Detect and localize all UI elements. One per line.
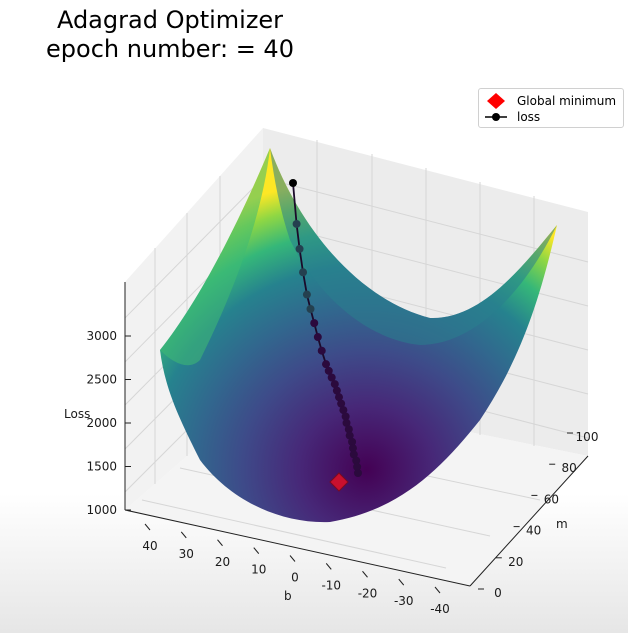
y-tick-label: 0 xyxy=(291,571,299,585)
loss-point xyxy=(322,360,331,369)
legend-item-global-minimum: Global minimum xyxy=(485,92,616,110)
line-dot-icon xyxy=(485,108,507,126)
loss-point xyxy=(334,393,343,402)
loss-point xyxy=(354,469,362,477)
loss-point xyxy=(342,418,351,427)
loss-point xyxy=(295,244,304,253)
z-tick-label: 3000 xyxy=(86,329,117,343)
y-tick-mark xyxy=(362,570,368,578)
loss-surface xyxy=(160,148,557,523)
y-tick-label: 10 xyxy=(251,563,266,577)
y-axis-label: b xyxy=(284,589,292,603)
x-tick-label: 20 xyxy=(508,555,523,569)
loss-point xyxy=(353,462,362,471)
loss-point xyxy=(317,346,326,355)
loss-point xyxy=(337,399,346,408)
loss-point xyxy=(299,268,308,277)
loss-point xyxy=(306,304,315,313)
y-tick-label: -20 xyxy=(358,586,378,600)
y-tick-mark xyxy=(398,578,405,586)
loss-point xyxy=(292,219,301,228)
x-tick-label: 40 xyxy=(526,524,541,538)
x-tick-label: 60 xyxy=(544,492,559,506)
loss-point xyxy=(348,437,357,446)
x-axis-label: m xyxy=(556,517,568,531)
y-tick-mark xyxy=(144,523,151,531)
x-tick-label: 0 xyxy=(494,586,502,600)
loss-point xyxy=(344,425,353,434)
global-minimum-diamond xyxy=(329,472,349,492)
loss-path xyxy=(289,179,362,477)
legend-label: Global minimum xyxy=(517,94,617,108)
surface-left-lip xyxy=(160,148,270,366)
z-tick-label: 2500 xyxy=(86,373,117,387)
y-tick-mark xyxy=(253,547,260,554)
y-tick-mark xyxy=(434,586,441,594)
y-tick-mark xyxy=(289,555,296,562)
axis-edges xyxy=(124,282,589,587)
y-axis-ticks: 40 30 20 10 0 -10 -20 -30 -40 xyxy=(142,523,450,616)
chart-title: Adagrad Optimizer epoch number: = 40 xyxy=(0,6,340,64)
loss-point xyxy=(310,319,319,328)
loss-point xyxy=(289,179,297,187)
loss-point xyxy=(324,366,333,375)
loss-point xyxy=(330,380,339,389)
loss-point xyxy=(302,290,311,299)
global-minimum-marker xyxy=(329,472,349,492)
y-tick-label: 40 xyxy=(142,539,157,553)
x-tick-label: 100 xyxy=(576,430,599,444)
chart-title-line-2: epoch number: = 40 xyxy=(46,35,294,63)
loss-point xyxy=(345,431,354,440)
z-tick-label: 1000 xyxy=(86,503,117,517)
z-axis-ticks: 1000 1500 2000 2500 3000 xyxy=(86,329,131,517)
diamond-icon xyxy=(485,92,507,110)
loss-point xyxy=(341,412,350,421)
loss-point xyxy=(352,456,361,465)
loss-point xyxy=(327,373,336,382)
surface-body xyxy=(160,148,557,523)
z-tick-label: 1500 xyxy=(86,460,117,474)
surface-far-ridge xyxy=(270,148,557,345)
legend-label: loss xyxy=(517,110,541,124)
loss-point xyxy=(348,444,357,453)
y-tick-mark xyxy=(180,531,187,539)
loss-point xyxy=(339,406,348,415)
legend-item-loss: loss xyxy=(485,108,540,126)
loss-point xyxy=(332,386,341,395)
legend: Global minimum loss xyxy=(478,88,624,128)
y-tick-label: -40 xyxy=(430,602,450,616)
y-tick-label: -30 xyxy=(394,594,414,608)
loss-point xyxy=(349,450,358,459)
loss-point xyxy=(313,333,322,342)
z-axis-label: Loss xyxy=(64,407,90,421)
y-tick-label: 20 xyxy=(215,555,230,569)
y-tick-label: -10 xyxy=(321,578,341,592)
y-tick-label: 30 xyxy=(179,547,194,561)
y-tick-mark xyxy=(325,563,332,570)
y-tick-mark xyxy=(217,539,223,547)
z-tick-label: 2000 xyxy=(86,416,117,430)
x-tick-label: 80 xyxy=(562,461,577,475)
x-axis-ticks: 0 20 40 60 80 100 xyxy=(478,430,598,600)
chart-title-line-1: Adagrad Optimizer xyxy=(56,6,284,34)
